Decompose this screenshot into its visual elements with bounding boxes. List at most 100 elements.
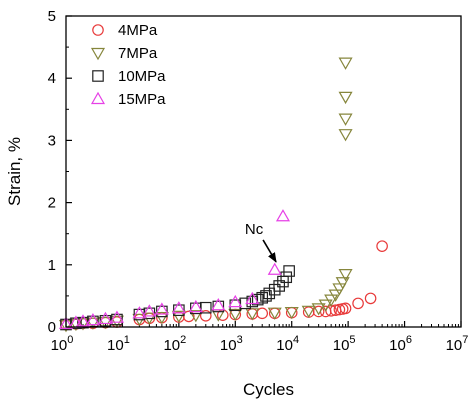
data-point bbox=[171, 310, 186, 324]
data-point bbox=[256, 307, 269, 320]
x-tick-base: 10 bbox=[333, 337, 350, 354]
data-point bbox=[338, 91, 353, 105]
data-point bbox=[98, 316, 113, 330]
data-point bbox=[156, 305, 168, 318]
data-point bbox=[154, 311, 169, 325]
plot-frame bbox=[65, 15, 462, 328]
data-point bbox=[199, 310, 212, 322]
x-tick-label: 103 bbox=[220, 334, 243, 354]
data-point bbox=[228, 294, 243, 308]
data-point bbox=[188, 310, 203, 323]
x-tick-label: 104 bbox=[276, 334, 299, 354]
data-point bbox=[312, 305, 325, 318]
x-tick-base: 10 bbox=[163, 337, 180, 354]
y-tick-label: 5 bbox=[48, 8, 56, 25]
x-tick-exponent: 2 bbox=[180, 334, 186, 346]
annotation-label: Nc bbox=[245, 221, 264, 238]
data-point bbox=[268, 283, 281, 296]
series-2 bbox=[60, 265, 295, 331]
series-3 bbox=[58, 209, 291, 329]
x-tick-label: 107 bbox=[446, 334, 468, 354]
data-point bbox=[251, 293, 264, 306]
data-point bbox=[318, 299, 333, 312]
y-tick-label: 3 bbox=[48, 132, 56, 149]
legend: 4MPa 7MPa 10MPa 15MPa bbox=[90, 22, 166, 108]
data-point bbox=[199, 301, 212, 314]
legend-marker bbox=[90, 91, 106, 105]
data-point bbox=[58, 316, 74, 329]
x-tick-label: 102 bbox=[163, 334, 186, 354]
data-point bbox=[142, 304, 157, 317]
x-tick-base: 10 bbox=[446, 337, 463, 354]
y-tick-label: 1 bbox=[48, 257, 56, 274]
data-point bbox=[332, 283, 347, 296]
data-point bbox=[328, 289, 343, 302]
x-tick-label: 106 bbox=[389, 334, 412, 354]
y-axis-title: Strain, % bbox=[5, 137, 24, 206]
data-point bbox=[99, 314, 112, 327]
data-point bbox=[338, 269, 353, 282]
data-point bbox=[173, 304, 185, 317]
data-point bbox=[182, 310, 195, 323]
x-tick-base: 10 bbox=[51, 337, 68, 354]
legend-label: 7MPa bbox=[118, 45, 158, 62]
data-point bbox=[109, 310, 124, 323]
data-point bbox=[188, 299, 203, 313]
data-point bbox=[273, 280, 285, 292]
data-point bbox=[98, 311, 113, 325]
data-point bbox=[364, 292, 377, 305]
data-point bbox=[338, 113, 353, 126]
x-tick-exponent: 5 bbox=[349, 334, 355, 346]
series-1 bbox=[58, 57, 353, 333]
data-point bbox=[143, 307, 156, 320]
data-point bbox=[267, 262, 282, 275]
data-point bbox=[283, 265, 295, 277]
series-0 bbox=[60, 240, 388, 331]
x-tick-exponent: 3 bbox=[237, 334, 243, 346]
legend-label: 15MPa bbox=[118, 91, 166, 108]
y-tick-label: 2 bbox=[48, 195, 56, 212]
data-point bbox=[284, 306, 299, 320]
x-tick-exponent: 0 bbox=[67, 334, 73, 346]
data-point bbox=[211, 298, 226, 311]
data-point bbox=[335, 277, 350, 290]
x-tick-label: 101 bbox=[107, 334, 130, 354]
data-layer bbox=[58, 57, 388, 333]
data-point bbox=[85, 312, 100, 326]
x-tick-exponent: 7 bbox=[462, 334, 468, 346]
x-tick-label: 105 bbox=[333, 334, 356, 354]
data-point bbox=[280, 271, 293, 284]
data-point bbox=[338, 129, 353, 142]
x-tick-exponent: 4 bbox=[293, 334, 299, 346]
x-tick-base: 10 bbox=[220, 337, 237, 354]
data-point bbox=[109, 315, 124, 328]
x-tick-exponent: 1 bbox=[124, 334, 130, 346]
x-tick-base: 10 bbox=[389, 337, 406, 354]
data-point bbox=[75, 314, 91, 327]
data-point bbox=[376, 240, 388, 252]
data-point bbox=[245, 291, 260, 305]
data-point bbox=[339, 302, 352, 315]
data-point bbox=[68, 318, 83, 332]
data-point bbox=[277, 275, 289, 288]
x-tick-exponent: 6 bbox=[406, 334, 412, 346]
annotation-layer: Nc bbox=[245, 221, 277, 263]
data-point bbox=[212, 300, 225, 313]
legend-label: 10MPa bbox=[118, 68, 166, 85]
y-tick-label: 0 bbox=[48, 319, 56, 336]
legend-marker bbox=[92, 24, 104, 36]
annotation-arrow bbox=[262, 239, 277, 263]
data-point bbox=[324, 294, 339, 307]
data-point bbox=[311, 303, 326, 316]
y-tick-label: 4 bbox=[48, 70, 56, 87]
data-point bbox=[111, 313, 123, 326]
data-point bbox=[352, 297, 364, 310]
data-point bbox=[245, 308, 260, 321]
legend-label: 4MPa bbox=[118, 22, 158, 39]
legend-marker bbox=[92, 70, 104, 82]
data-point bbox=[338, 57, 353, 70]
data-point bbox=[267, 307, 282, 320]
data-point bbox=[70, 317, 82, 330]
